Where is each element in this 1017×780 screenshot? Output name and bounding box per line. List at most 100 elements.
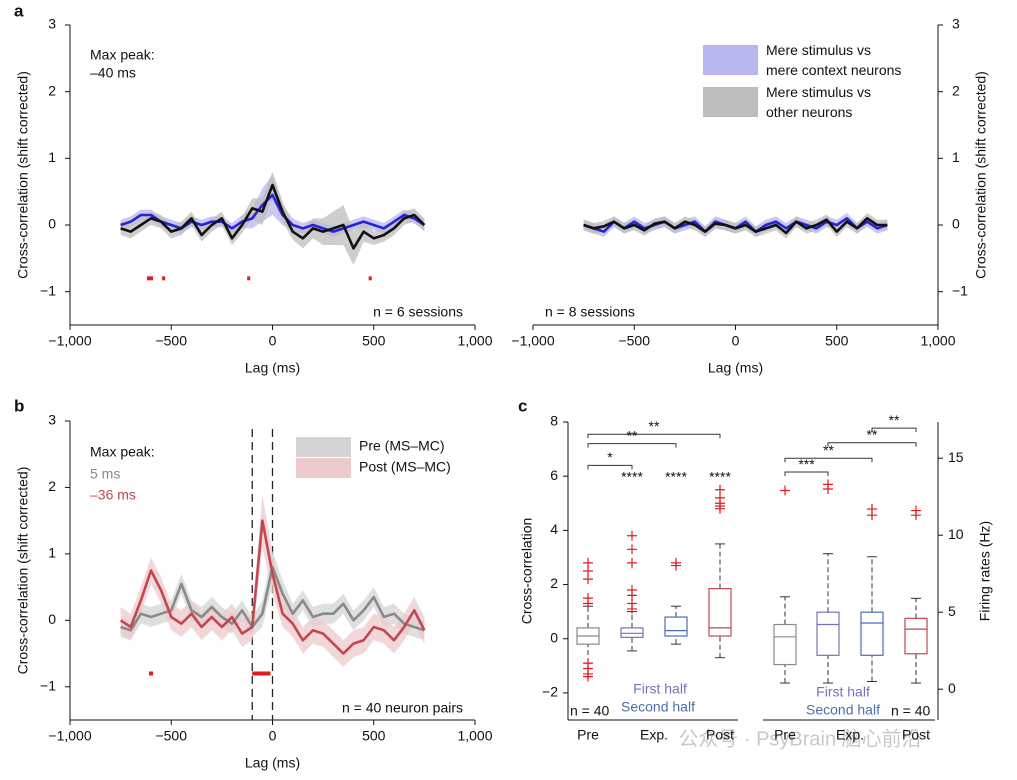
annotation: Second half (806, 702, 880, 718)
y-tick-label: 8 (550, 413, 558, 429)
y-tick-label: 0 (48, 216, 56, 232)
series-line (120, 183, 426, 250)
x-tick-label: −1,000 (511, 333, 554, 349)
significance-marker (247, 276, 251, 281)
y-tick-label: 4 (550, 521, 558, 537)
y-axis-label: Cross-correlation (shift corrected) (973, 71, 989, 279)
y-tick-label: 1 (48, 149, 56, 165)
bracket-label: ** (889, 412, 900, 428)
y-axis-label: Firing rates (Hz) (977, 521, 993, 621)
annotation: n = 8 sessions (545, 304, 635, 320)
box (860, 611, 884, 656)
outlier (867, 504, 877, 515)
y-tick-label: 3 (48, 16, 56, 32)
error-band (120, 171, 425, 265)
y2-tick-label: 0 (948, 680, 956, 696)
x-tick-label: Pre (774, 727, 796, 743)
legend-swatch (296, 437, 351, 457)
x-tick-label: 0 (269, 728, 277, 744)
x-axis-label: Lag (ms) (245, 360, 300, 376)
annotation: n = 40 neuron pairs (342, 700, 463, 716)
annotation: n = 40 (570, 703, 610, 719)
x-tick-label: Exp. (836, 727, 864, 743)
annotation: 5 ms (90, 466, 120, 482)
y2-tick-label: 15 (948, 449, 964, 465)
box (708, 588, 732, 637)
y-axis-label: Cross-correlation (519, 518, 535, 625)
y2-tick-label: 5 (948, 603, 956, 619)
significance-bracket (784, 471, 829, 477)
y-tick-label: −1 (952, 282, 968, 298)
legend-label: Mere stimulus vs other neurons (766, 84, 871, 120)
x-tick-label: 0 (269, 333, 277, 349)
annotation: First half (816, 684, 870, 700)
x-tick-label: Exp. (640, 727, 668, 743)
significance-label: **** (621, 469, 643, 485)
y2-tick-label: 10 (948, 526, 964, 542)
significance-bracket (587, 433, 721, 439)
bracket-label: ** (649, 418, 660, 434)
x-tick-label: 500 (362, 728, 386, 744)
box (773, 623, 797, 666)
significance-label: **** (665, 469, 687, 485)
significance-bracket (587, 443, 677, 448)
y-tick-label: 2 (48, 478, 56, 494)
legend-swatch (703, 45, 758, 75)
error-band (120, 494, 425, 667)
y-tick-label: 1 (48, 545, 56, 561)
panel-letter: b (14, 396, 24, 415)
outlier (583, 671, 593, 682)
series-line (120, 193, 426, 233)
y-tick-label: 3 (952, 16, 960, 32)
legend-label: Mere stimulus vs mere context neurons (766, 42, 901, 78)
outlier (823, 479, 833, 490)
y-axis-label: Cross-correlation (shift corrected) (15, 71, 31, 279)
box (664, 616, 688, 637)
bracket-label: ** (627, 427, 638, 443)
x-tick-label: Post (902, 727, 930, 743)
y-tick-label: 0 (48, 611, 56, 627)
outlier (911, 505, 921, 516)
outlier (627, 544, 637, 555)
y-tick-label: 0 (550, 629, 558, 645)
annotation: n = 40 (891, 703, 931, 719)
significance-marker (252, 671, 271, 676)
bracket-label: *** (798, 456, 815, 472)
y-tick-label: −2 (542, 684, 558, 700)
box (904, 617, 928, 655)
annotation: Second half (621, 699, 695, 715)
error-band (583, 213, 888, 239)
annotation: n = 6 sessions (373, 304, 463, 320)
series-line (119, 519, 426, 655)
x-tick-label: 1,000 (920, 333, 955, 349)
x-tick-label: 500 (362, 333, 386, 349)
series-line (583, 217, 888, 235)
significance-bracket (827, 442, 917, 447)
bracket-label: ** (867, 426, 878, 442)
legend-swatch (703, 87, 758, 117)
significance-bracket (871, 427, 917, 433)
x-tick-label: 0 (732, 333, 740, 349)
annotation: –40 ms (90, 65, 136, 81)
panel-letter: a (14, 1, 24, 20)
significance-bracket (587, 464, 633, 470)
legend-swatch (296, 458, 351, 478)
y-tick-label: 3 (48, 412, 56, 428)
outlier (627, 530, 637, 541)
bracket-label: ** (823, 442, 834, 458)
box (816, 611, 840, 656)
legend-label: Post (MS–MC) (359, 459, 451, 475)
y-tick-label: 2 (550, 575, 558, 591)
significance-marker (148, 671, 154, 676)
significance-marker (146, 276, 154, 281)
x-tick-label: −500 (618, 333, 650, 349)
legend-label: Pre (MS–MC) (359, 438, 445, 454)
annotation: First half (633, 681, 687, 697)
x-tick-label: −1,000 (48, 728, 91, 744)
outlier (627, 603, 637, 614)
annotation: –36 ms (90, 487, 136, 503)
x-tick-label: −500 (155, 728, 187, 744)
x-tick-label: Post (706, 727, 734, 743)
y-tick-label: 6 (550, 467, 558, 483)
y-tick-label: 0 (952, 216, 960, 232)
